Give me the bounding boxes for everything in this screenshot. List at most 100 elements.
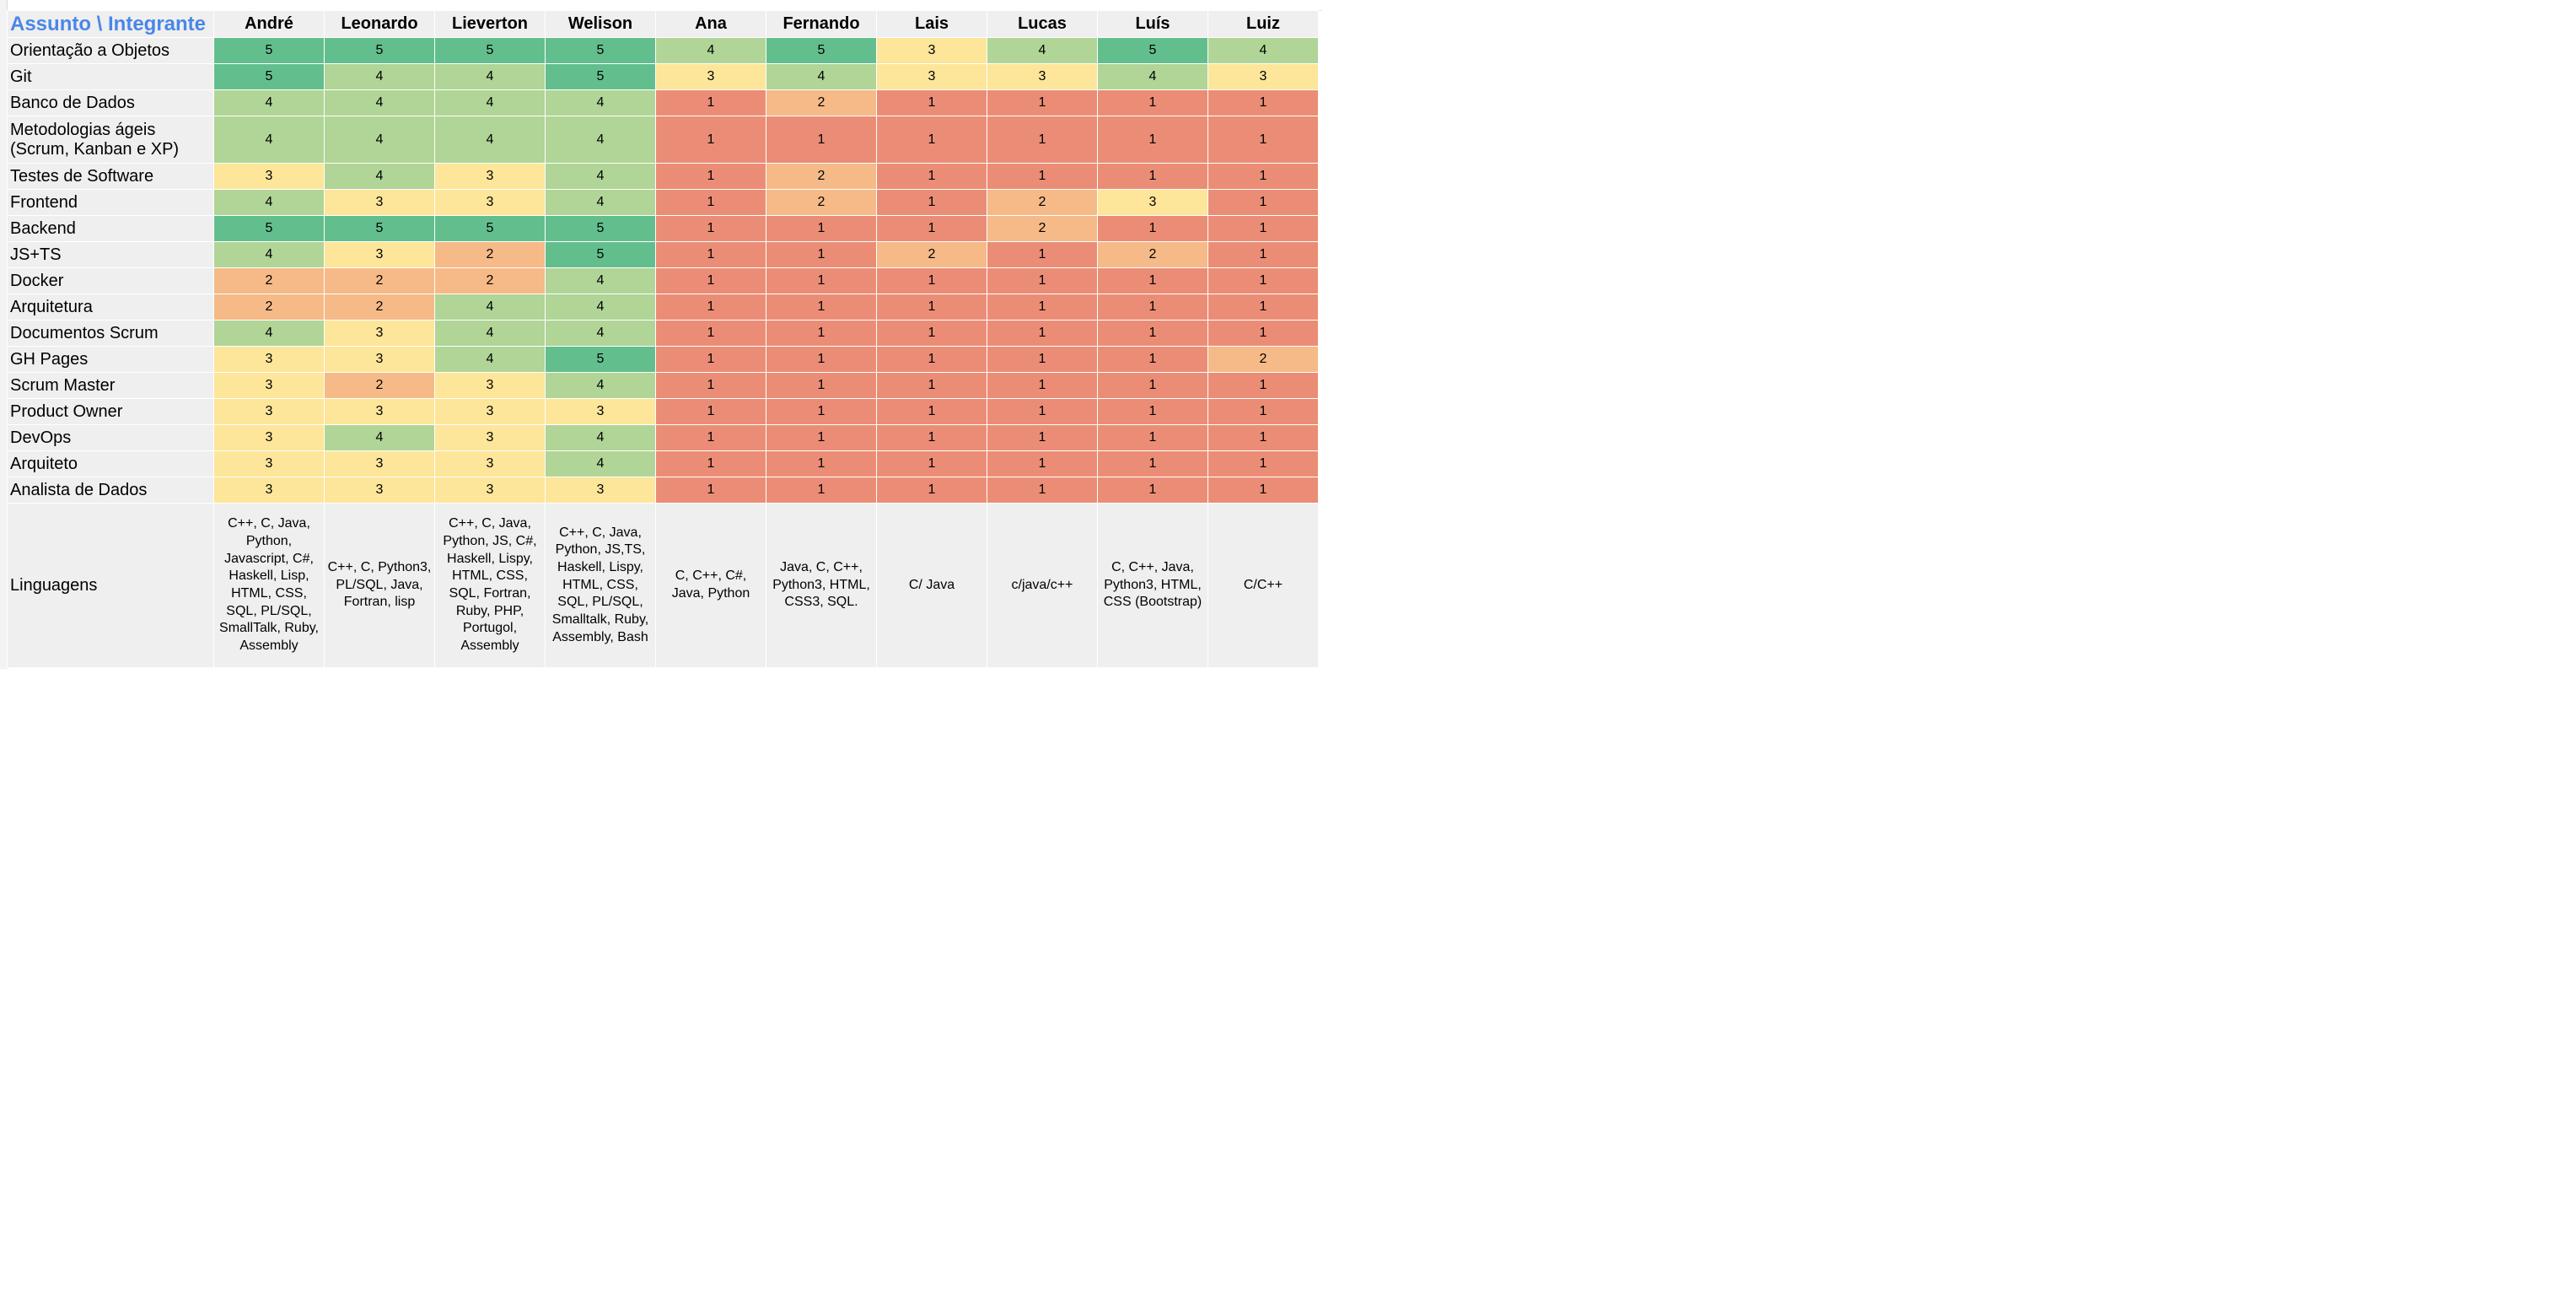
- score-cell[interactable]: 1: [766, 346, 877, 373]
- languages-cell[interactable]: C/ Java: [876, 503, 987, 668]
- score-cell[interactable]: 4: [434, 63, 546, 90]
- subject-row-label[interactable]: Git: [7, 63, 214, 90]
- score-cell[interactable]: 1: [655, 320, 766, 347]
- score-cell[interactable]: 4: [213, 241, 325, 268]
- score-cell[interactable]: 3: [434, 450, 546, 477]
- score-cell[interactable]: 1: [766, 215, 877, 242]
- score-cell[interactable]: 1: [876, 398, 987, 425]
- score-cell[interactable]: 3: [876, 63, 987, 90]
- score-cell[interactable]: 3: [213, 477, 325, 504]
- score-cell[interactable]: 1: [655, 116, 766, 164]
- score-cell[interactable]: 3: [213, 372, 325, 399]
- score-cell[interactable]: 1: [1207, 320, 1319, 347]
- score-cell[interactable]: 3: [434, 372, 546, 399]
- score-cell[interactable]: 1: [876, 163, 987, 190]
- score-cell[interactable]: 3: [324, 477, 435, 504]
- score-cell[interactable]: 2: [1097, 241, 1208, 268]
- score-cell[interactable]: 1: [987, 424, 1098, 451]
- score-cell[interactable]: 2: [213, 294, 325, 321]
- score-cell[interactable]: 4: [1207, 37, 1319, 64]
- subject-row-label[interactable]: Docker: [7, 267, 214, 294]
- corner-header-cell[interactable]: Assunto \ Integrante: [7, 10, 214, 38]
- languages-cell[interactable]: c/java/c++: [987, 503, 1098, 668]
- score-cell[interactable]: 5: [213, 37, 325, 64]
- score-cell[interactable]: 1: [655, 89, 766, 116]
- score-cell[interactable]: 1: [1207, 189, 1319, 216]
- member-header-cell[interactable]: Luiz: [1207, 10, 1319, 38]
- score-cell[interactable]: 2: [324, 267, 435, 294]
- score-cell[interactable]: 5: [545, 215, 656, 242]
- subject-row-label[interactable]: Testes de Software: [7, 163, 214, 190]
- score-cell[interactable]: 1: [766, 241, 877, 268]
- score-cell[interactable]: 2: [766, 163, 877, 190]
- score-cell[interactable]: 1: [987, 320, 1098, 347]
- score-cell[interactable]: 4: [324, 424, 435, 451]
- score-cell[interactable]: 1: [655, 215, 766, 242]
- score-cell[interactable]: 1: [987, 163, 1098, 190]
- score-cell[interactable]: 1: [876, 424, 987, 451]
- score-cell[interactable]: 1: [876, 320, 987, 347]
- score-cell[interactable]: 3: [213, 346, 325, 373]
- score-cell[interactable]: 1: [1207, 398, 1319, 425]
- score-cell[interactable]: 4: [434, 89, 546, 116]
- score-cell[interactable]: 4: [545, 89, 656, 116]
- subject-row-label[interactable]: Metodologias ágeis (Scrum, Kanban e XP): [7, 116, 214, 164]
- score-cell[interactable]: 4: [434, 346, 546, 373]
- languages-cell[interactable]: Java, C, C++, Python3, HTML, CSS3, SQL.: [766, 503, 877, 668]
- score-cell[interactable]: 1: [876, 294, 987, 321]
- score-cell[interactable]: 4: [434, 116, 546, 164]
- score-cell[interactable]: 1: [987, 372, 1098, 399]
- subject-row-label[interactable]: Analista de Dados: [7, 477, 214, 504]
- score-cell[interactable]: 3: [545, 477, 656, 504]
- score-cell[interactable]: 1: [876, 346, 987, 373]
- score-cell[interactable]: 5: [766, 37, 877, 64]
- score-cell[interactable]: 3: [876, 37, 987, 64]
- subject-row-label[interactable]: Documentos Scrum: [7, 320, 214, 347]
- score-cell[interactable]: 4: [987, 37, 1098, 64]
- score-cell[interactable]: 2: [987, 215, 1098, 242]
- score-cell[interactable]: 4: [766, 63, 877, 90]
- score-cell[interactable]: 5: [434, 215, 546, 242]
- score-cell[interactable]: 3: [213, 163, 325, 190]
- score-cell[interactable]: 1: [1097, 424, 1208, 451]
- score-cell[interactable]: 1: [876, 450, 987, 477]
- score-cell[interactable]: 1: [655, 398, 766, 425]
- score-cell[interactable]: 1: [1207, 294, 1319, 321]
- member-header-cell[interactable]: Ana: [655, 10, 766, 38]
- score-cell[interactable]: 1: [766, 267, 877, 294]
- languages-cell[interactable]: C++, C, Java, Python, Javascript, C#, Ha…: [213, 503, 325, 668]
- score-cell[interactable]: 5: [545, 63, 656, 90]
- score-cell[interactable]: 4: [324, 163, 435, 190]
- score-cell[interactable]: 5: [324, 215, 435, 242]
- member-header-cell[interactable]: André: [213, 10, 325, 38]
- score-cell[interactable]: 1: [655, 372, 766, 399]
- score-cell[interactable]: 3: [324, 189, 435, 216]
- score-cell[interactable]: 1: [1097, 116, 1208, 164]
- score-cell[interactable]: 1: [987, 477, 1098, 504]
- score-cell[interactable]: 5: [434, 37, 546, 64]
- score-cell[interactable]: 4: [213, 116, 325, 164]
- score-cell[interactable]: 4: [434, 294, 546, 321]
- score-cell[interactable]: 5: [545, 346, 656, 373]
- score-cell[interactable]: 4: [655, 37, 766, 64]
- subject-row-label[interactable]: JS+TS: [7, 241, 214, 268]
- score-cell[interactable]: 1: [1097, 372, 1208, 399]
- score-cell[interactable]: 1: [987, 398, 1098, 425]
- score-cell[interactable]: 1: [1207, 372, 1319, 399]
- score-cell[interactable]: 2: [1207, 346, 1319, 373]
- member-header-cell[interactable]: Lais: [876, 10, 987, 38]
- member-header-cell[interactable]: Fernando: [766, 10, 877, 38]
- score-cell[interactable]: 1: [655, 346, 766, 373]
- score-cell[interactable]: 5: [213, 63, 325, 90]
- score-cell[interactable]: 1: [1207, 424, 1319, 451]
- score-cell[interactable]: 3: [434, 424, 546, 451]
- score-cell[interactable]: 1: [766, 294, 877, 321]
- member-header-cell[interactable]: Welison: [545, 10, 656, 38]
- score-cell[interactable]: 4: [1097, 63, 1208, 90]
- score-cell[interactable]: 1: [1207, 215, 1319, 242]
- score-cell[interactable]: 1: [655, 189, 766, 216]
- score-cell[interactable]: 2: [876, 241, 987, 268]
- score-cell[interactable]: 1: [987, 450, 1098, 477]
- score-cell[interactable]: 1: [655, 450, 766, 477]
- member-header-cell[interactable]: Leonardo: [324, 10, 435, 38]
